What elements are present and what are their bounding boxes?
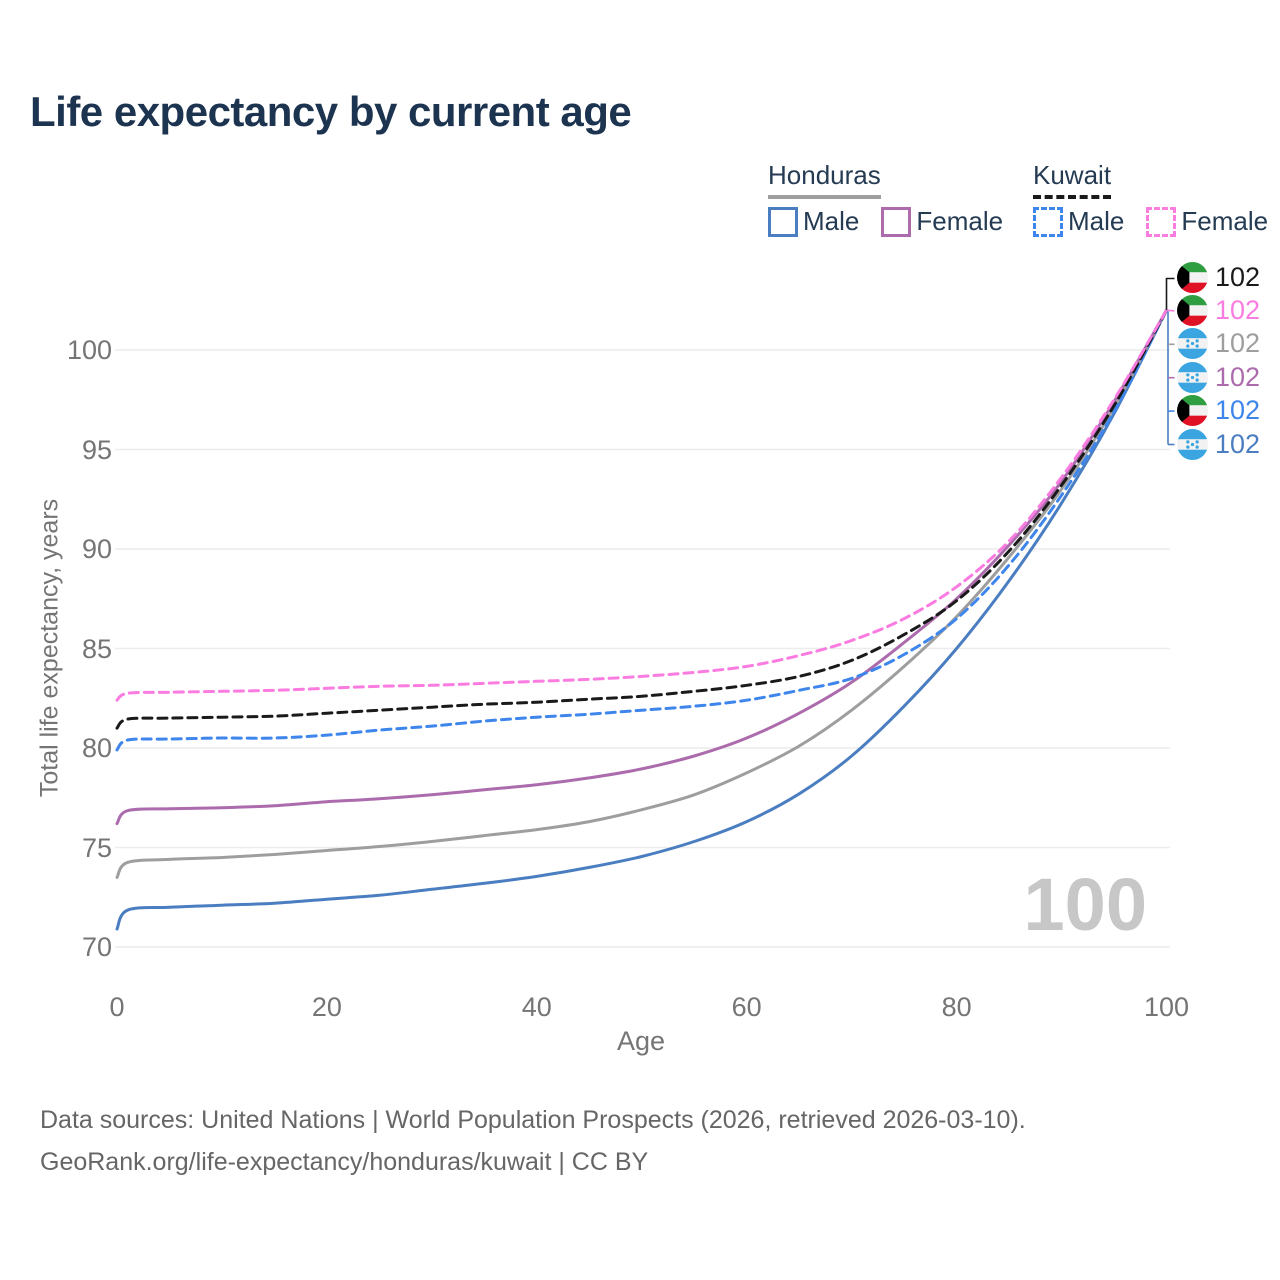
end-label-honduras-2: 102 xyxy=(1177,328,1261,360)
end-value-label: 102 xyxy=(1215,294,1261,325)
end-value-label: 102 xyxy=(1215,361,1261,392)
series-line-kuwait-male[interactable] xyxy=(115,308,1168,752)
y-tick-95: 95 xyxy=(81,434,112,465)
y-tick-75: 75 xyxy=(81,832,112,863)
legend-country-kuwait[interactable]: Kuwait xyxy=(1033,160,1112,199)
y-tick-90: 90 xyxy=(81,534,112,564)
legend-label-kuwait-female: Female xyxy=(1181,206,1269,236)
legend-group-honduras: Honduras Male Female xyxy=(768,160,1003,237)
legend-group-kuwait: Kuwait Male Female xyxy=(1033,160,1268,237)
x-tick-60: 60 xyxy=(731,992,762,1022)
x-tick-40: 40 xyxy=(521,992,552,1022)
legend-item-kuwait-female[interactable]: Female xyxy=(1146,206,1268,237)
legend-country-honduras[interactable]: Honduras xyxy=(768,160,881,199)
honduras-female-swatch-icon xyxy=(881,206,912,237)
footer-attribution: GeoRank.org/life-expectancy/honduras/kuw… xyxy=(40,1148,649,1176)
series-line-kuwait-both-sexes[interactable] xyxy=(115,308,1168,730)
kuwait-flag-icon xyxy=(1177,261,1208,293)
kuwait-female-swatch-icon xyxy=(1146,206,1177,237)
honduras-flag-icon xyxy=(1177,428,1208,460)
honduras-flag-icon xyxy=(1177,361,1208,393)
end-value-label: 102 xyxy=(1215,261,1261,292)
series-line-honduras-male[interactable] xyxy=(115,308,1168,931)
x-tick-100: 100 xyxy=(1143,992,1190,1022)
legend-item-kuwait-male[interactable]: Male xyxy=(1033,206,1124,237)
legend-label-kuwait-male: Male xyxy=(1068,206,1125,236)
x-tick-80: 80 xyxy=(941,992,972,1022)
page-title: Life expectancy by current age xyxy=(30,88,632,135)
legend-item-honduras-male[interactable]: Male xyxy=(768,206,859,237)
x-tick-0: 0 xyxy=(109,992,125,1022)
end-label-kuwait-1: 102 xyxy=(1177,294,1261,326)
y-tick-85: 85 xyxy=(81,633,112,664)
end-label-kuwait-0: 102 xyxy=(1177,261,1261,293)
honduras-male-swatch-icon xyxy=(768,206,798,237)
series-line-kuwait-female[interactable] xyxy=(115,308,1168,702)
end-value-label: 102 xyxy=(1215,328,1261,359)
legend-label-honduras-female: Female xyxy=(916,206,1004,236)
honduras-flag-icon xyxy=(1177,328,1208,360)
y-tick-80: 80 xyxy=(81,733,112,763)
age-counter-watermark: 100 xyxy=(1023,863,1147,946)
series-line-honduras-both-sexes[interactable] xyxy=(115,308,1168,879)
y-tick-100: 100 xyxy=(66,335,112,365)
end-label-connector-0 xyxy=(1165,277,1175,311)
x-tick-20: 20 xyxy=(311,992,342,1022)
kuwait-flag-icon xyxy=(1177,395,1208,427)
x-axis-title: Age xyxy=(616,1026,666,1056)
end-label-honduras-3: 102 xyxy=(1177,361,1261,393)
end-label-kuwait-4: 102 xyxy=(1177,395,1261,427)
end-value-label: 102 xyxy=(1215,395,1261,426)
y-tick-70: 70 xyxy=(81,932,112,962)
kuwait-flag-icon xyxy=(1177,294,1208,326)
legend-label-honduras-male: Male xyxy=(803,206,860,236)
end-label-honduras-5: 102 xyxy=(1177,428,1261,460)
footer-data-sources: Data sources: United Nations | World Pop… xyxy=(40,1106,1026,1134)
end-label-connector-1 xyxy=(1166,309,1175,312)
end-value-label: 102 xyxy=(1215,428,1261,459)
legend-item-honduras-female[interactable]: Female xyxy=(881,206,1003,237)
kuwait-male-swatch-icon xyxy=(1033,206,1063,237)
series-line-honduras-female[interactable] xyxy=(115,308,1168,826)
